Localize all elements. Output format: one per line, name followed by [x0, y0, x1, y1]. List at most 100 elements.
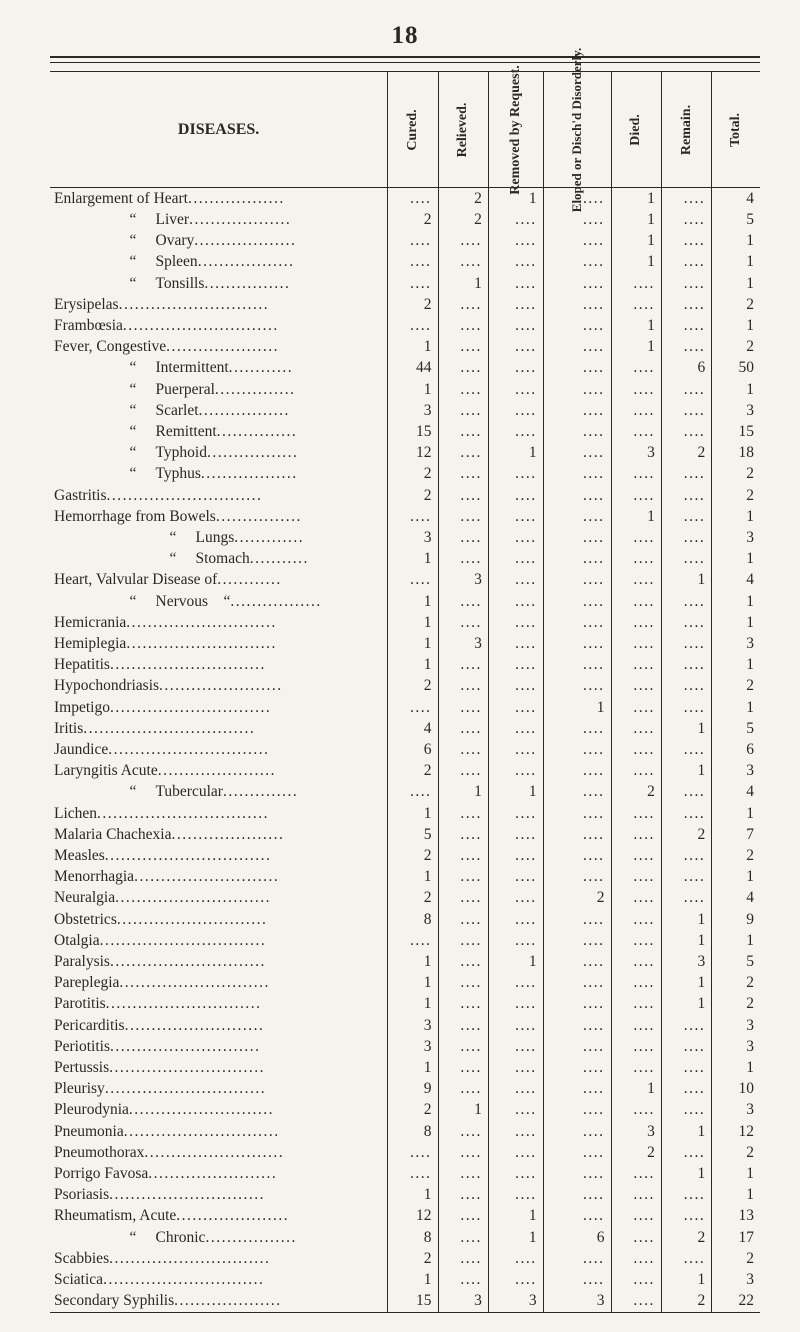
cell-eloped: 1 — [543, 697, 611, 718]
label-text: Spleen — [156, 253, 198, 270]
label-text: Neuralgia — [54, 889, 115, 906]
cell-remain: 1 — [661, 1163, 711, 1184]
cell-eloped: .... — [543, 591, 611, 612]
cell-removed: .... — [488, 209, 543, 230]
cell-cured: 3 — [388, 527, 438, 548]
table-row: Hemorrhage from Bowels..................… — [50, 506, 760, 527]
cell-died: .... — [611, 951, 661, 972]
cell-cured: 8 — [388, 1227, 438, 1248]
table-row: Malaria Chachexia.....................5.… — [50, 824, 760, 845]
table-row: “ Typhoid.................12....1....321… — [50, 442, 760, 463]
cell-removed: .... — [488, 1185, 543, 1206]
cell-remain: .... — [661, 400, 711, 421]
cell-relieved: .... — [438, 888, 488, 909]
cell-remain: .... — [661, 273, 711, 294]
cell-relieved: .... — [438, 485, 488, 506]
cell-relieved: 1 — [438, 273, 488, 294]
cell-remain: .... — [661, 739, 711, 760]
cell-eloped: .... — [543, 548, 611, 569]
cell-remain: .... — [661, 1036, 711, 1057]
cell-remain: .... — [661, 1100, 711, 1121]
cell-removed: .... — [488, 506, 543, 527]
cell-total: 1 — [712, 591, 760, 612]
cell-remain: .... — [661, 336, 711, 357]
disease-label: Enlargement of Heart.................. — [50, 188, 388, 210]
disease-label: Hemiplegia............................ — [50, 633, 388, 654]
cell-relieved: .... — [438, 1248, 488, 1269]
cell-died: 1 — [611, 1079, 661, 1100]
cell-cured: 15 — [388, 421, 438, 442]
cell-eloped: .... — [543, 739, 611, 760]
table-row: Frambœsia...............................… — [50, 315, 760, 336]
table-row: “ Typhus..................2.............… — [50, 464, 760, 485]
cell-eloped: .... — [543, 1269, 611, 1290]
table-row: “ Lungs.............3...................… — [50, 527, 760, 548]
cell-relieved: .... — [438, 527, 488, 548]
cell-relieved: .... — [438, 676, 488, 697]
cell-died: 1 — [611, 506, 661, 527]
table-row: “ Scarlet.................3.............… — [50, 400, 760, 421]
cell-cured: .... — [388, 230, 438, 251]
cell-relieved: .... — [438, 400, 488, 421]
cell-relieved: .... — [438, 548, 488, 569]
cell-cured: 1 — [388, 867, 438, 888]
cell-died: .... — [611, 464, 661, 485]
label-text: Intermittent — [156, 359, 229, 376]
label-text: Pericarditis — [54, 1017, 125, 1034]
label-text: Impetigo — [54, 699, 110, 716]
cell-died: 1 — [611, 336, 661, 357]
cell-remain: .... — [661, 315, 711, 336]
table-row: “ Nervous “.................1...........… — [50, 591, 760, 612]
cell-relieved: .... — [438, 1206, 488, 1227]
cell-total: 2 — [712, 845, 760, 866]
disease-label: “ Liver................... — [50, 209, 388, 230]
cell-total: 3 — [712, 1015, 760, 1036]
cell-cured: .... — [388, 570, 438, 591]
cell-eloped: .... — [543, 951, 611, 972]
cell-removed: .... — [488, 1057, 543, 1078]
cell-remain: .... — [661, 506, 711, 527]
label-text: Pneumonia — [54, 1123, 124, 1140]
table-row: Parotitis.............................1.… — [50, 994, 760, 1015]
cell-cured: 1 — [388, 951, 438, 972]
cell-died: .... — [611, 633, 661, 654]
cell-eloped: .... — [543, 294, 611, 315]
cell-total: 1 — [712, 252, 760, 273]
cell-relieved: .... — [438, 1185, 488, 1206]
cell-removed: 3 — [488, 1291, 543, 1313]
cell-relieved: 3 — [438, 570, 488, 591]
cell-removed: .... — [488, 548, 543, 569]
disease-label: Neuralgia............................. — [50, 888, 388, 909]
cell-died: .... — [611, 1269, 661, 1290]
cell-removed: .... — [488, 294, 543, 315]
disease-label: Obstetrics............................ — [50, 909, 388, 930]
cell-removed: .... — [488, 760, 543, 781]
cell-total: 1 — [712, 803, 760, 824]
cell-remain: .... — [661, 188, 711, 210]
cell-eloped: .... — [543, 527, 611, 548]
cell-remain: 1 — [661, 994, 711, 1015]
cell-total: 1 — [712, 379, 760, 400]
table-row: Secondary Syphilis....................15… — [50, 1291, 760, 1313]
cell-total: 12 — [712, 1121, 760, 1142]
cell-relieved: .... — [438, 612, 488, 633]
cell-relieved: 2 — [438, 188, 488, 210]
disease-label: Pleurisy.............................. — [50, 1079, 388, 1100]
cell-relieved: .... — [438, 1269, 488, 1290]
table-row: Rheumatism, Acute.....................12… — [50, 1206, 760, 1227]
cell-remain: .... — [661, 527, 711, 548]
cell-remain: .... — [661, 697, 711, 718]
cell-remain: .... — [661, 209, 711, 230]
cell-relieved: .... — [438, 1142, 488, 1163]
label-text: Scarlet — [156, 402, 199, 419]
cell-remain: .... — [661, 464, 711, 485]
disease-label: Porrigo Favosa........................ — [50, 1163, 388, 1184]
cell-remain: 2 — [661, 824, 711, 845]
cell-total: 1 — [712, 867, 760, 888]
disease-label: “ Spleen.................. — [50, 252, 388, 273]
label-text: Pleurisy — [54, 1080, 105, 1097]
top-rule — [50, 56, 760, 63]
cell-removed: 1 — [488, 782, 543, 803]
cell-removed: .... — [488, 718, 543, 739]
cell-cured: 2 — [388, 760, 438, 781]
